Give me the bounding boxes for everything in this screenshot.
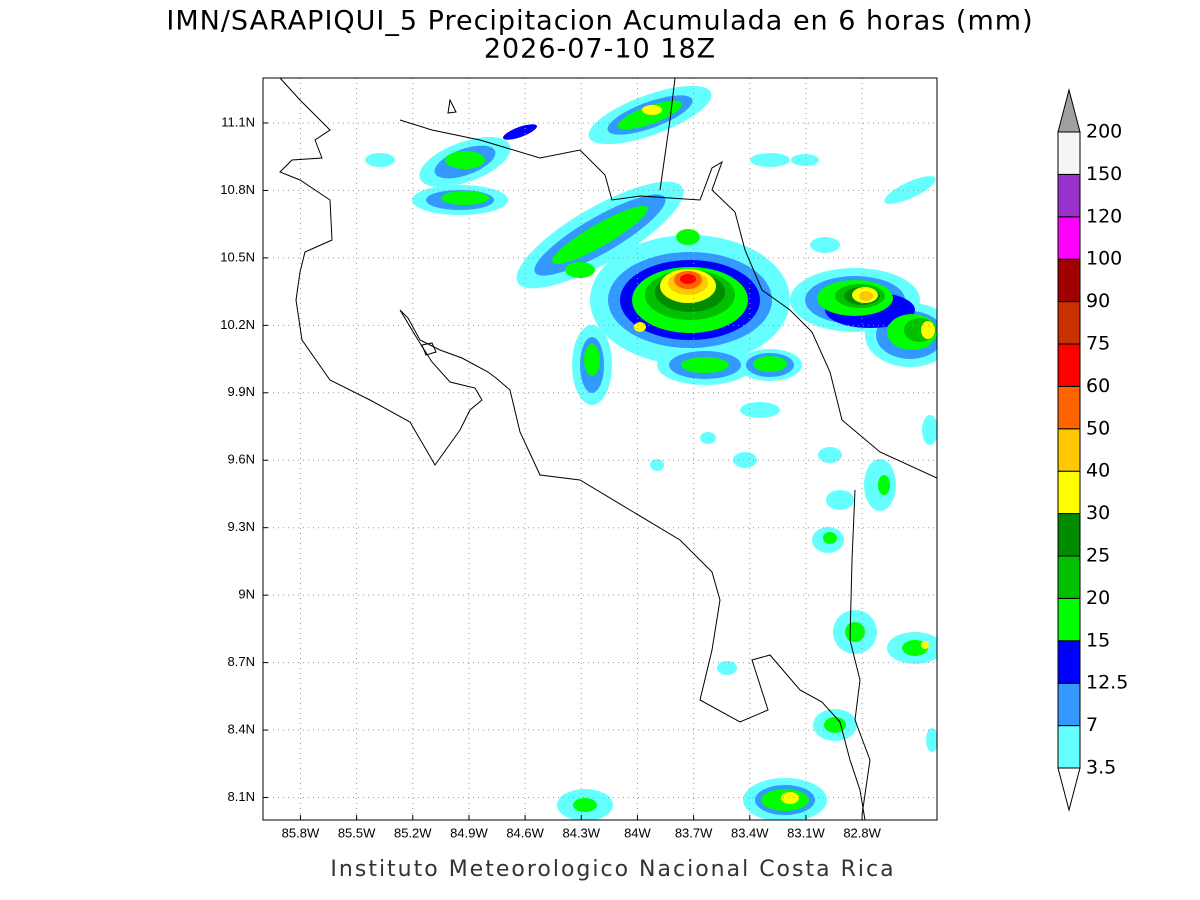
colorbar-box (1057, 725, 1081, 769)
y-tick-label: 11.1N (221, 114, 255, 129)
x-tick-label: 83.7W (675, 825, 713, 840)
precipitation-field (365, 85, 937, 820)
y-tick-label: 10.2N (220, 317, 255, 332)
colorbar-box (1057, 258, 1081, 303)
x-tick-label: 84W (624, 825, 651, 840)
colorbar-label: 90 (1086, 290, 1110, 312)
colorbar-box (1057, 513, 1081, 557)
y-tick-label: 9N (238, 587, 255, 602)
colorbar-label: 50 (1086, 417, 1110, 439)
colorbar-box (1057, 173, 1081, 218)
credit: Instituto Meteorologico Nacional Costa R… (330, 857, 895, 882)
colorbar-label: 60 (1086, 375, 1110, 397)
map-frame (262, 77, 938, 821)
colorbar-label: 120 (1086, 205, 1122, 227)
x-tick-label: 85.5W (338, 825, 376, 840)
colorbar-low (1057, 767, 1081, 812)
x-tick-label: 84.3W (562, 825, 600, 840)
y-tick-label: 9.3N (228, 519, 255, 534)
colorbar-label: 25 (1086, 545, 1110, 567)
y-tick-label: 9.9N (228, 384, 255, 399)
colorbar-box (1057, 597, 1081, 642)
colorbar-box (1057, 385, 1081, 430)
y-tick-label: 8.1N (228, 789, 255, 804)
colorbar-label: 40 (1086, 460, 1110, 482)
colorbar-label: 150 (1086, 163, 1122, 185)
colorbar-label: 100 (1086, 248, 1122, 270)
x-tick-label: 84.6W (506, 825, 544, 840)
colorbar-label: 200 (1086, 121, 1122, 143)
colorbar-box (1057, 301, 1081, 345)
colorbar-box (1057, 470, 1081, 515)
y-tick-label: 10.5N (220, 249, 255, 264)
x-tick-label: 85.8W (282, 825, 320, 840)
colorbar-box (1057, 682, 1081, 727)
colorbar-box (1057, 216, 1081, 260)
y-tick-label: 8.4N (228, 721, 255, 736)
colorbar-box (1057, 428, 1081, 472)
colorbar-label: 20 (1086, 587, 1110, 609)
x-tick-label: 84.9W (450, 825, 488, 840)
colorbar-box (1057, 555, 1081, 599)
colorbar-box (1057, 640, 1081, 684)
subtitle: 2026-07-10 18Z (484, 34, 716, 65)
colorbar-label: 7 (1086, 714, 1098, 736)
y-tick-label: 10.8N (220, 182, 255, 197)
x-tick-label: 83.1W (787, 825, 825, 840)
x-tick-label: 82.8W (843, 825, 881, 840)
colorbar-box (1057, 343, 1081, 387)
y-tick-label: 9.6N (228, 452, 255, 467)
graticule (263, 78, 937, 820)
title: IMN/SARAPIQUI_5 Precipitacion Acumulada … (166, 6, 1033, 37)
colorbar-box (1057, 131, 1081, 175)
x-tick-label: 83.4W (731, 825, 769, 840)
y-tick-label: 8.7N (228, 654, 255, 669)
colorbar-label: 30 (1086, 502, 1110, 524)
colorbar-label: 12.5 (1086, 672, 1128, 694)
colorbar-label: 3.5 (1086, 757, 1116, 779)
colorbar-label: 15 (1086, 629, 1110, 651)
colorbar: 3.5 7 12.5 15 20 25 30 40 50 60 75 90 100 120 150 200 (1057, 88, 1128, 812)
x-tick-label: 85.2W (394, 825, 432, 840)
coastlines (279, 78, 937, 820)
colorbar-label: 75 (1086, 333, 1110, 355)
colorbar-high (1057, 88, 1081, 133)
